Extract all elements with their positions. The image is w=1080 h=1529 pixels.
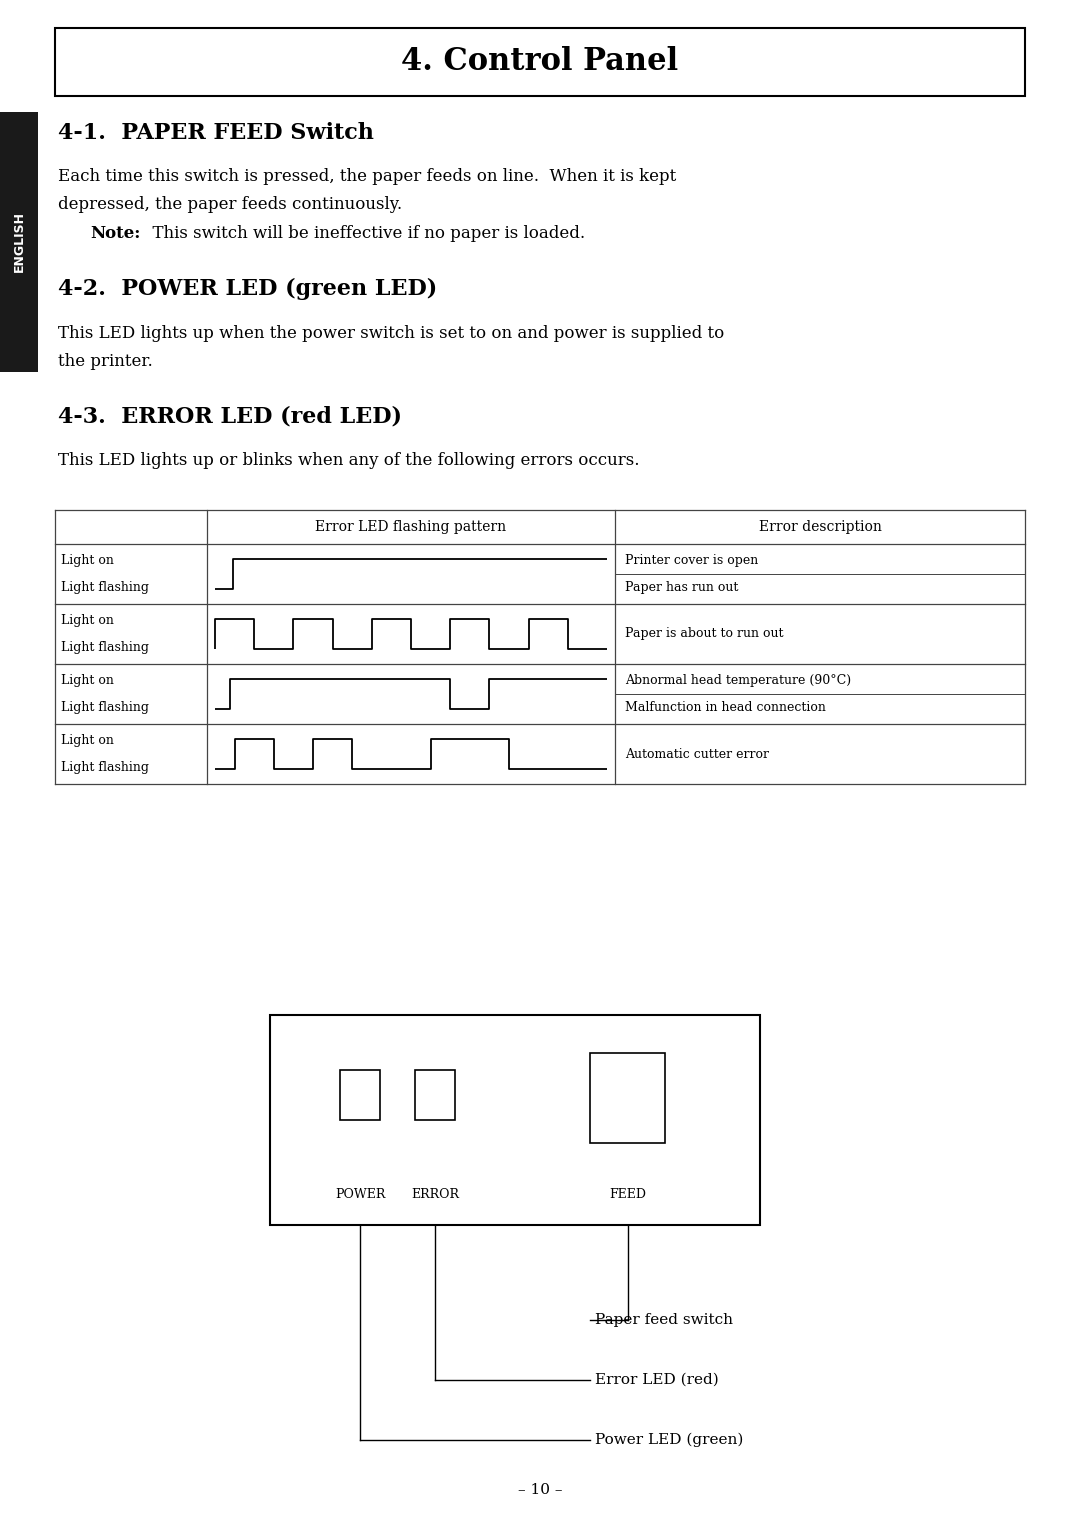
Text: FEED: FEED <box>609 1188 646 1202</box>
Text: Error LED flashing pattern: Error LED flashing pattern <box>315 520 507 534</box>
Text: Light on: Light on <box>60 613 113 627</box>
Text: POWER: POWER <box>335 1188 386 1202</box>
Text: Paper is about to run out: Paper is about to run out <box>625 627 783 641</box>
Text: Printer cover is open: Printer cover is open <box>625 553 758 567</box>
Text: 4-3.  ERROR LED (red LED): 4-3. ERROR LED (red LED) <box>58 405 402 427</box>
Bar <box>340 1070 380 1121</box>
Bar <box>590 1053 665 1144</box>
Text: ENGLISH: ENGLISH <box>13 211 26 272</box>
Text: Note:: Note: <box>90 225 140 242</box>
Text: 4-1.  PAPER FEED Switch: 4-1. PAPER FEED Switch <box>58 122 374 144</box>
Text: Light on: Light on <box>60 553 113 567</box>
Text: Each time this switch is pressed, the paper feeds on line.  When it is kept: Each time this switch is pressed, the pa… <box>58 168 676 185</box>
Bar <box>270 1015 760 1225</box>
Text: Light on: Light on <box>60 734 113 746</box>
Text: Paper feed switch: Paper feed switch <box>595 1313 733 1327</box>
Text: Light flashing: Light flashing <box>60 702 149 714</box>
Text: This LED lights up when the power switch is set to on and power is supplied to: This LED lights up when the power switch… <box>58 326 725 342</box>
Text: Light flashing: Light flashing <box>60 581 149 595</box>
Text: This LED lights up or blinks when any of the following errors occurs.: This LED lights up or blinks when any of… <box>58 453 639 469</box>
Text: depressed, the paper feeds continuously.: depressed, the paper feeds continuously. <box>58 196 402 213</box>
Text: 4-2.  POWER LED (green LED): 4-2. POWER LED (green LED) <box>58 278 437 300</box>
Text: 4. Control Panel: 4. Control Panel <box>402 46 678 78</box>
Text: ERROR: ERROR <box>411 1188 459 1202</box>
Bar <box>0 112 38 372</box>
Text: Error description: Error description <box>758 520 881 534</box>
Text: Error LED (red): Error LED (red) <box>595 1373 719 1387</box>
Bar <box>55 28 1025 96</box>
Text: Power LED (green): Power LED (green) <box>595 1433 743 1446</box>
Text: Abnormal head temperature (90°C): Abnormal head temperature (90°C) <box>625 674 851 687</box>
Text: This switch will be ineffective if no paper is loaded.: This switch will be ineffective if no pa… <box>141 225 585 242</box>
Text: Light flashing: Light flashing <box>60 641 149 654</box>
Text: Automatic cutter error: Automatic cutter error <box>625 748 769 760</box>
Text: Malfunction in head connection: Malfunction in head connection <box>625 702 826 714</box>
Text: the printer.: the printer. <box>58 353 152 370</box>
Text: Paper has run out: Paper has run out <box>625 581 739 595</box>
Text: Light on: Light on <box>60 674 113 687</box>
Text: Light flashing: Light flashing <box>60 761 149 774</box>
Text: – 10 –: – 10 – <box>517 1483 563 1497</box>
Bar <box>415 1070 455 1121</box>
